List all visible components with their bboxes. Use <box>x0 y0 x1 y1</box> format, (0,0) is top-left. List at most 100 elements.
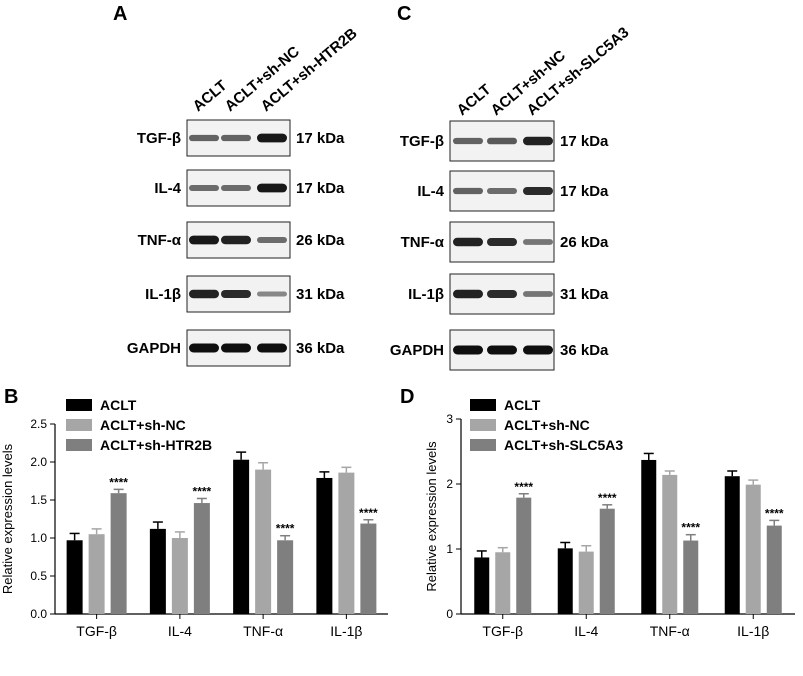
bar <box>745 484 761 614</box>
protein-label: GAPDH <box>127 340 181 357</box>
kda-label: 36 kDa <box>560 342 609 359</box>
significance-label: **** <box>765 506 784 520</box>
blot-band <box>453 345 483 355</box>
protein-label: TGF-β <box>400 133 444 150</box>
kda-label: 17 kDa <box>296 130 345 147</box>
protein-label: TGF-β <box>137 130 181 147</box>
blot-band <box>453 289 483 299</box>
bar <box>474 557 490 614</box>
blot-band <box>523 136 553 146</box>
blot-band <box>523 186 553 196</box>
bar <box>233 459 250 614</box>
bar <box>766 525 782 614</box>
legend-swatch <box>470 419 496 431</box>
blot-band <box>189 134 219 142</box>
bar <box>516 497 532 614</box>
y-tick-label: 0.5 <box>30 569 47 583</box>
significance-label: **** <box>109 475 128 489</box>
legend-swatch <box>470 399 496 411</box>
bar <box>641 459 657 614</box>
panel-letter-d: D <box>400 386 414 408</box>
x-tick-label: TNF-α <box>243 623 283 639</box>
blot-band <box>189 289 219 299</box>
legend-swatch <box>66 399 92 411</box>
blot-band <box>221 185 251 191</box>
blot-band <box>189 185 219 191</box>
bar <box>599 508 615 614</box>
blot-band <box>257 133 287 143</box>
x-tick-label: TGF-β <box>76 623 117 639</box>
y-tick-label: 0 <box>446 607 453 621</box>
kda-label: 31 kDa <box>296 286 345 303</box>
y-tick-label: 2.0 <box>30 455 47 469</box>
blot-band <box>257 343 287 353</box>
blot-band <box>523 239 553 245</box>
blot-band <box>257 237 287 243</box>
x-tick-label: IL-4 <box>168 623 192 639</box>
blot-band <box>257 183 287 193</box>
significance-label: **** <box>598 491 617 505</box>
bar <box>316 477 333 614</box>
blot-band <box>487 345 517 355</box>
protein-label: GAPDH <box>390 342 444 359</box>
x-tick-label: IL-1β <box>737 623 769 639</box>
legend-label: ACLT <box>504 397 541 413</box>
legend-label: ACLT+sh-NC <box>504 417 590 433</box>
x-tick-label: IL-1β <box>330 623 362 639</box>
blot-band <box>523 345 553 355</box>
lane-label: ACLT <box>454 81 495 119</box>
legend-label: ACLT+sh-HTR2B <box>100 437 212 453</box>
bar-chart-d: 0 1 2 3 Relative expression levels **** TGF-β *… <box>424 397 795 639</box>
blot-band <box>487 237 517 247</box>
bar <box>724 476 740 614</box>
x-tick-label: TNF-α <box>650 623 690 639</box>
protein-label: IL-4 <box>417 183 444 200</box>
blot-band <box>453 187 483 195</box>
kda-label: 31 kDa <box>560 286 609 303</box>
kda-label: 17 kDa <box>560 183 609 200</box>
y-tick-label: 0.0 <box>30 607 47 621</box>
protein-label: TNF-α <box>138 232 182 249</box>
kda-label: 26 kDa <box>296 232 345 249</box>
blot-band <box>453 237 483 247</box>
blot-band <box>453 137 483 145</box>
kda-label: 17 kDa <box>560 133 609 150</box>
legend-swatch <box>66 439 92 451</box>
x-tick-label: IL-4 <box>574 623 598 639</box>
blot-band <box>257 291 287 297</box>
bar <box>193 503 210 614</box>
panel-letter-c: C <box>397 3 411 25</box>
legend-label: ACLT+sh-SLC5A3 <box>504 437 623 453</box>
bar <box>360 523 377 614</box>
y-axis-label: Relative expression levels <box>424 441 439 592</box>
blot-band <box>523 291 553 297</box>
protein-label: IL-4 <box>154 180 181 197</box>
blot-band <box>221 289 251 299</box>
bar <box>110 493 127 614</box>
bar <box>495 552 511 614</box>
bar <box>277 540 294 614</box>
blot-band <box>189 343 219 353</box>
kda-label: 17 kDa <box>296 180 345 197</box>
significance-label: **** <box>193 484 212 498</box>
protein-label: IL-1β <box>408 286 444 303</box>
significance-label: **** <box>276 522 295 536</box>
kda-label: 36 kDa <box>296 340 345 357</box>
y-tick-label: 3 <box>446 412 453 426</box>
y-tick-label: 1.0 <box>30 531 47 545</box>
bar <box>578 551 594 614</box>
legend-swatch <box>66 419 92 431</box>
kda-label: 26 kDa <box>560 234 609 251</box>
blot-band <box>221 343 251 353</box>
legend-label: ACLT+sh-NC <box>100 417 186 433</box>
blot-band <box>487 188 517 194</box>
blot-band <box>221 134 251 142</box>
bar <box>149 528 166 614</box>
bar <box>255 469 272 614</box>
bar <box>171 538 188 614</box>
bar-chart-b: 0.0 0.5 1.0 1.5 2.0 2.5 Relative expression le… <box>0 397 388 639</box>
blot-band <box>189 235 219 245</box>
